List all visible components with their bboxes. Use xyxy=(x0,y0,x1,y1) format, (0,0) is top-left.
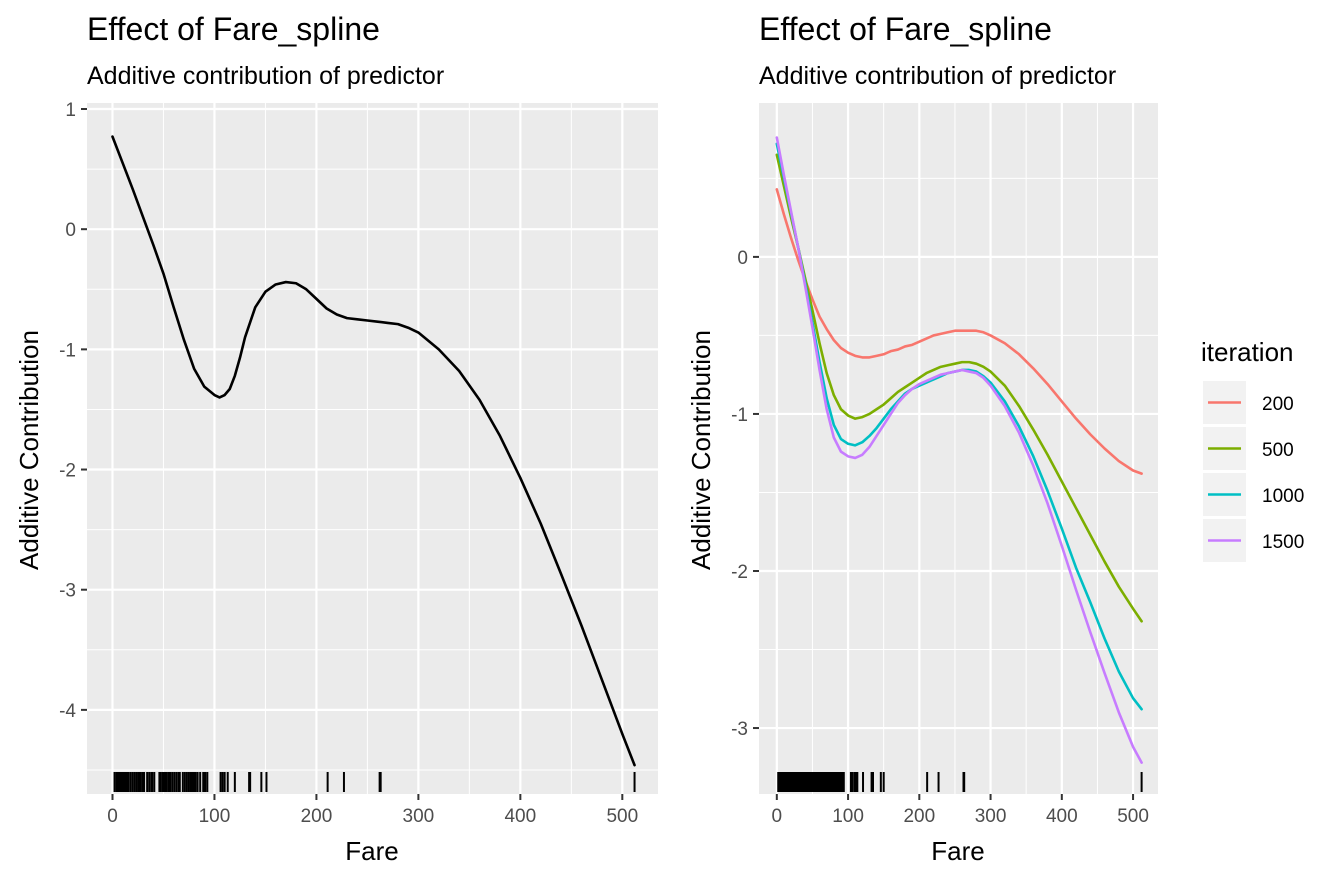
y-tick-label: 1 xyxy=(65,100,76,121)
series-line-1500 xyxy=(775,136,1143,764)
panel-left-rug xyxy=(113,772,636,792)
series-line-500 xyxy=(775,153,1143,623)
x-tick-label: 200 xyxy=(301,806,333,827)
panel-right-grid xyxy=(759,103,1158,794)
panel-left-title: Effect of Fare_spline xyxy=(87,11,380,47)
panel-right-rug xyxy=(777,772,1143,792)
y-tick-label: -3 xyxy=(59,581,76,602)
x-tick-label: 300 xyxy=(403,806,435,827)
x-tick-label: 0 xyxy=(772,806,783,827)
panel-left-x-axis-title: Fare xyxy=(345,836,398,866)
panel-left: Effect of Fare_spline Additive contribut… xyxy=(14,11,658,866)
y-tick-label: 0 xyxy=(737,248,748,269)
panel-right-y-axis-title: Additive Contribution xyxy=(686,330,716,570)
x-tick-label: 400 xyxy=(504,806,536,827)
series-line-200 xyxy=(775,188,1143,475)
panel-right-subtitle: Additive contribution of predictor xyxy=(759,62,1116,90)
legend-title: iteration xyxy=(1201,337,1294,367)
series-line-1000 xyxy=(775,142,1143,711)
panel-left-lines xyxy=(111,135,636,767)
panel-left-subtitle: Additive contribution of predictor xyxy=(87,62,444,90)
y-tick-label: 0 xyxy=(65,220,76,241)
y-tick-label: -2 xyxy=(59,461,76,482)
panel-right-x-axis: 0 100 200 300 400 500 xyxy=(772,794,1149,827)
y-tick-label: -1 xyxy=(731,405,748,426)
legend: iteration 200 500 1000 1500 xyxy=(1201,337,1304,562)
panel-right-plot-background xyxy=(759,103,1158,794)
y-tick-label: -1 xyxy=(59,340,76,361)
x-tick-label: 400 xyxy=(1046,806,1078,827)
x-tick-label: 300 xyxy=(975,806,1007,827)
series-line-0 xyxy=(111,135,636,767)
panel-left-plot-background xyxy=(87,103,658,794)
panel-right-title: Effect of Fare_spline xyxy=(759,11,1052,47)
x-tick-label: 100 xyxy=(199,806,231,827)
x-tick-label: 500 xyxy=(1117,806,1149,827)
panel-left-x-axis: 0 100 200 300 400 500 xyxy=(107,794,638,827)
y-tick-label: -2 xyxy=(731,562,748,583)
legend-label-200: 200 xyxy=(1262,394,1294,415)
panel-left-y-axis-title: Additive Contribution xyxy=(14,330,44,570)
panel-left-y-axis: 1 0 -1 -2 -3 -4 xyxy=(59,100,87,722)
x-tick-label: 0 xyxy=(107,806,118,827)
legend-label-1000: 1000 xyxy=(1262,486,1304,507)
y-tick-label: -4 xyxy=(59,701,76,722)
y-tick-label: -3 xyxy=(731,719,748,740)
x-tick-label: 500 xyxy=(606,806,638,827)
panel-right: Effect of Fare_spline Additive contribut… xyxy=(686,11,1304,866)
legend-label-500: 500 xyxy=(1262,440,1294,461)
x-tick-label: 200 xyxy=(903,806,935,827)
legend-items: 200 500 1000 1500 xyxy=(1203,381,1304,562)
panel-left-grid xyxy=(87,103,658,794)
panel-right-x-axis-title: Fare xyxy=(931,836,984,866)
legend-label-1500: 1500 xyxy=(1262,532,1304,553)
panel-right-y-axis: 0 -1 -2 -3 xyxy=(731,248,759,740)
x-tick-label: 100 xyxy=(832,806,864,827)
panel-right-lines xyxy=(775,136,1143,764)
